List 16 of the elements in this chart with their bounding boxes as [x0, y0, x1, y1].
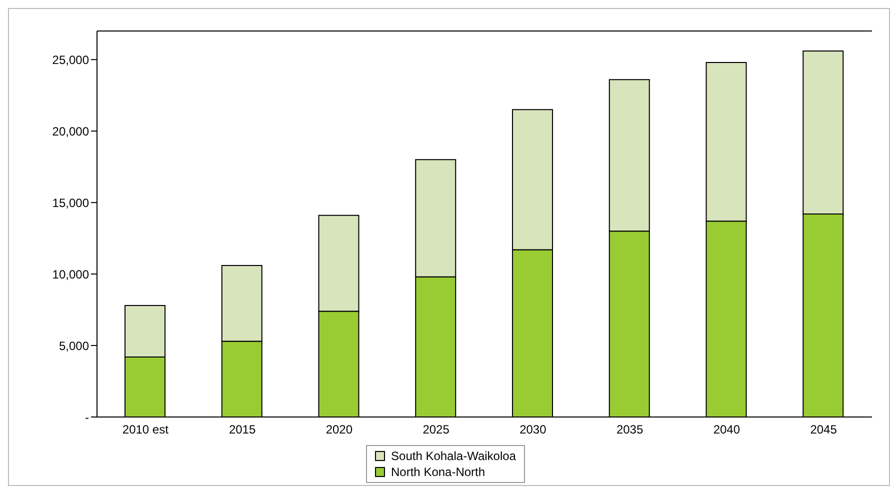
y-tick-label: 15,000 — [52, 196, 90, 210]
x-tick-label: 2030 — [520, 422, 547, 437]
y-tick-label: 5,000 — [58, 338, 90, 353]
y-tick-label: 10,000 — [52, 267, 90, 282]
x-tick-label: 2025 — [422, 422, 450, 437]
legend-label: South Kohala-Waikoloa — [391, 448, 516, 464]
y-tick-label: 20,000 — [52, 124, 90, 138]
x-tick-label: 2035 — [616, 422, 644, 437]
y-tick-label: - — [85, 410, 89, 424]
x-tick-label: 2045 — [810, 422, 838, 437]
legend-label: North Kona-North — [391, 464, 486, 480]
x-tick-label: 2010 est — [122, 422, 170, 437]
x-tick-label: 2015 — [228, 422, 256, 437]
x-tick-label: 2040 — [713, 422, 740, 437]
x-tick-label: 2020 — [326, 422, 353, 437]
y-tick-label: 25,000 — [52, 52, 90, 67]
